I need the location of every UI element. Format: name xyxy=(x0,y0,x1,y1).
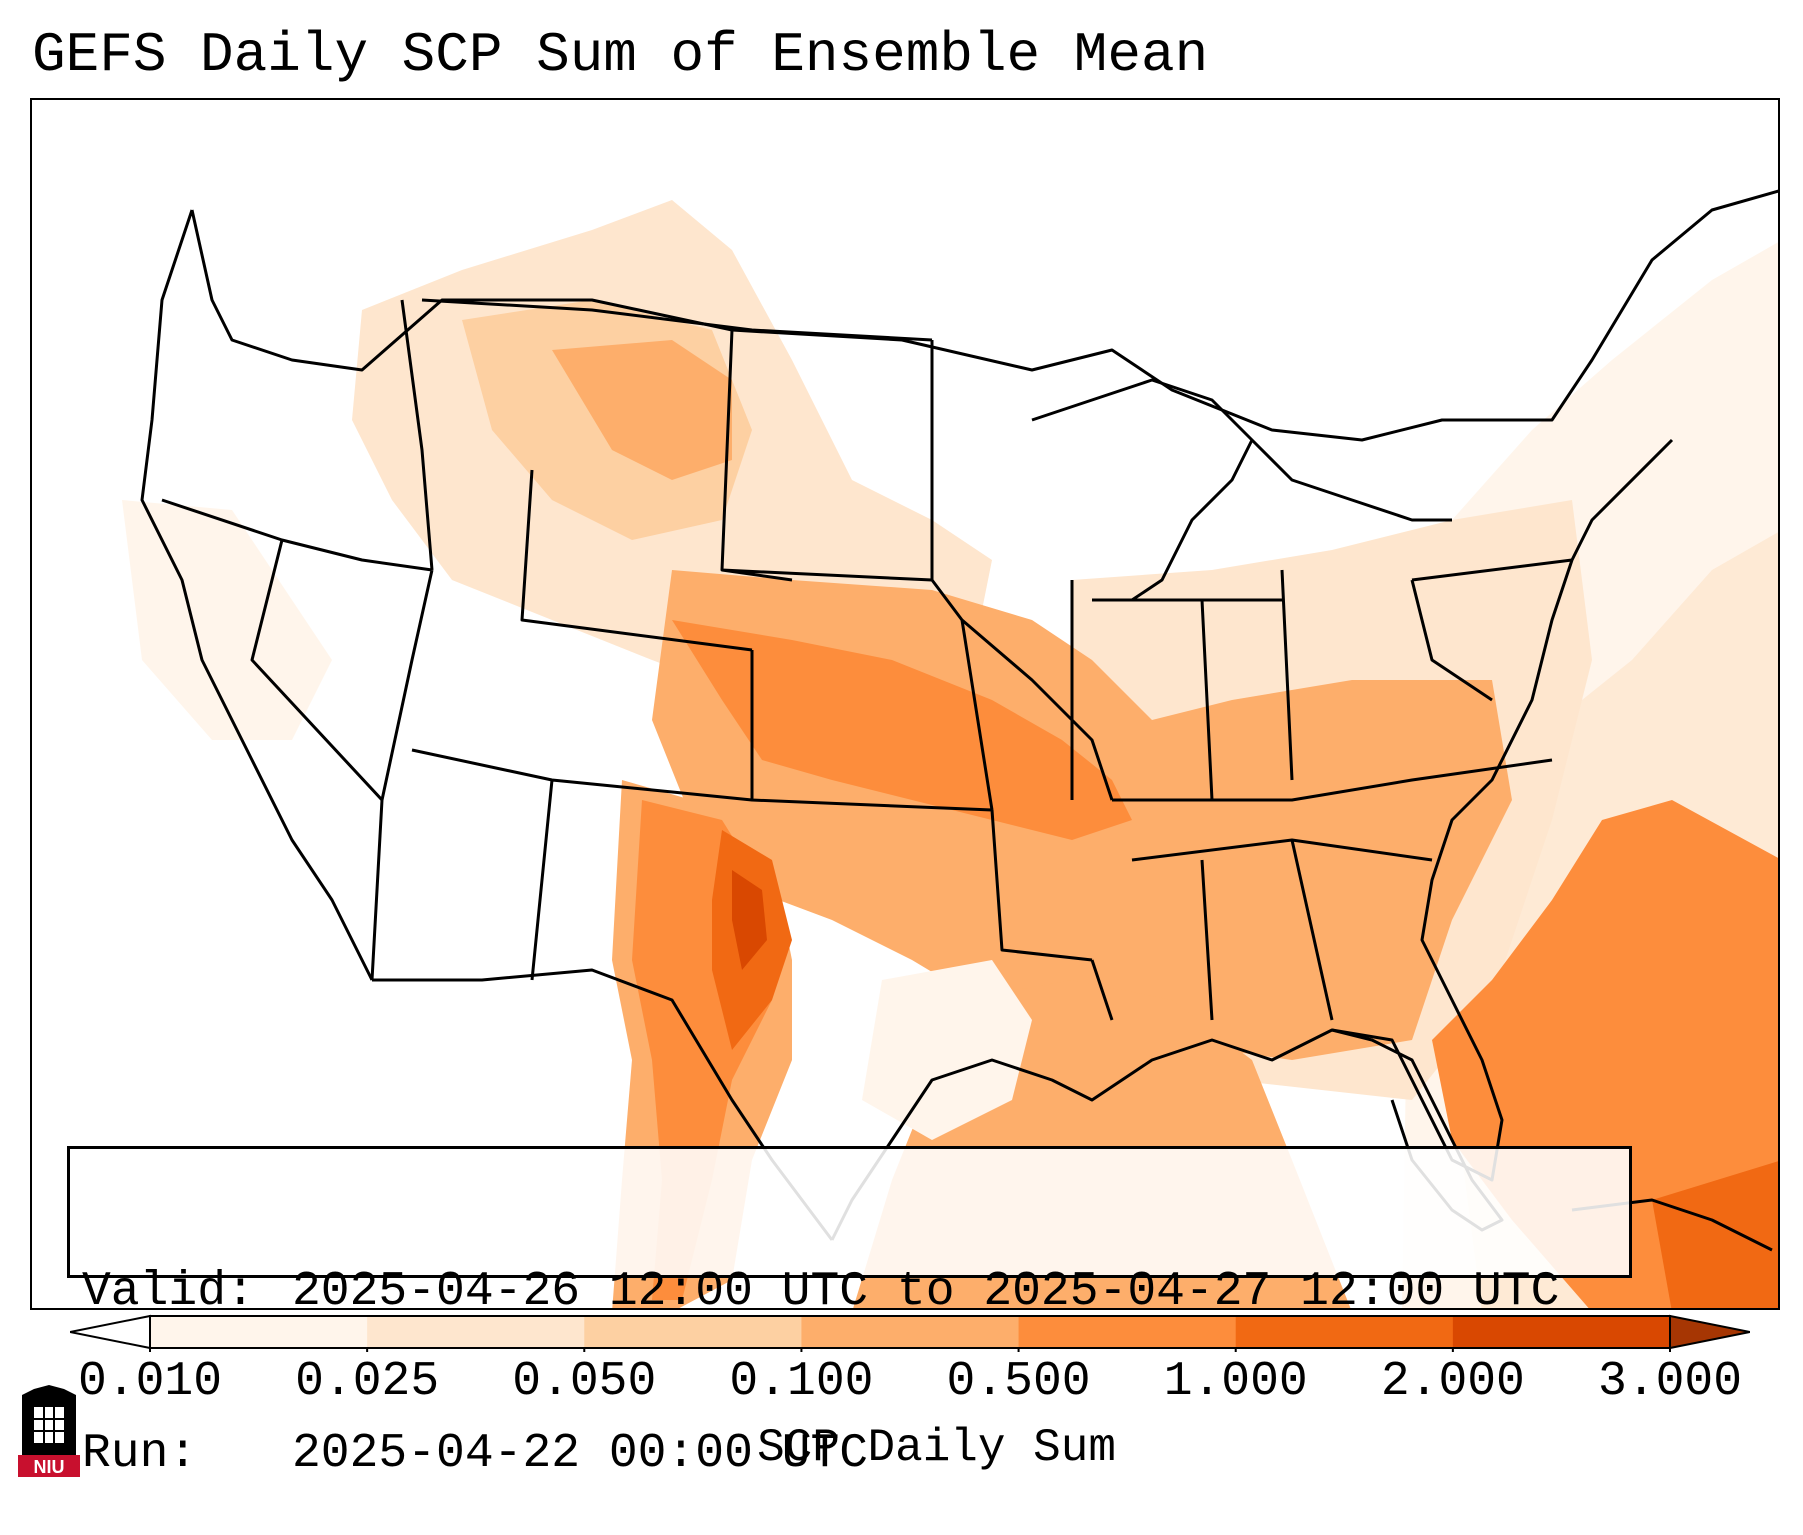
colorbar-bin xyxy=(584,1316,802,1348)
colorbar-bin xyxy=(1018,1316,1237,1348)
shade-core-dark xyxy=(672,620,1132,840)
valid-line: Valid: 2025-04-26 12:00 UTC to 2025-04-27… xyxy=(82,1265,1617,1319)
shade-caribbean-dark xyxy=(1652,1161,1778,1308)
colorbar-bin xyxy=(1452,1316,1671,1348)
shade-texas-darkest xyxy=(732,870,767,970)
colorbar-bin xyxy=(1235,1316,1454,1348)
colorbar-tick-label: 3.000 xyxy=(1597,1355,1743,1409)
logo-window-grid xyxy=(34,1407,64,1443)
colorbar-tick-label: 1.000 xyxy=(1163,1355,1308,1409)
colorbar-outline xyxy=(149,1315,1671,1349)
valid-run-info-box: Valid: 2025-04-26 12:00 UTC to 2025-04-27… xyxy=(67,1146,1632,1481)
map-panel xyxy=(30,98,1780,1310)
colorbar xyxy=(70,1314,1750,1352)
colorbar-bin xyxy=(150,1316,368,1348)
logo-windows xyxy=(34,1407,64,1443)
great-lakes xyxy=(1031,378,1452,602)
scp-map xyxy=(122,189,1778,1308)
border-49th xyxy=(421,298,933,342)
valid-value: 2025-04-26 12:00 UTC to 2025-04-27 12:00… xyxy=(292,1265,1560,1319)
colorbar-bin xyxy=(367,1316,585,1348)
scp-shading xyxy=(122,200,1778,1308)
colorbar-tick-labels: 0.010 0.025 0.050 0.100 0.500 1.000 2.000 3.000 xyxy=(0,1352,1803,1412)
colorbar-tick-label: 0.500 xyxy=(946,1355,1091,1409)
shade-montana-mid xyxy=(552,340,732,480)
state-lines xyxy=(161,299,1573,1021)
colorbar-under-arrow xyxy=(70,1314,151,1350)
colorbar-tick-label: 0.025 xyxy=(295,1355,440,1409)
run-label: Run: xyxy=(82,1427,198,1481)
run-value: 2025-04-22 00:00 UTC xyxy=(292,1427,869,1481)
colorbar-tick-label: 0.100 xyxy=(729,1355,874,1409)
shade-texas-gap xyxy=(862,960,1032,1140)
run-line: Run: 2025-04-22 00:00 UTC xyxy=(82,1427,1617,1481)
map-title: GEFS Daily SCP Sum of Ensemble Mean xyxy=(32,23,1209,87)
valid-label: Valid: xyxy=(82,1265,255,1319)
colorbar-tick-label: 0.010 xyxy=(77,1355,223,1409)
logo-text: NIU xyxy=(34,1457,65,1477)
colorbar-tick-label: 0.050 xyxy=(512,1355,657,1409)
niu-logo: NIU xyxy=(18,1385,80,1477)
logo-banner xyxy=(18,1455,80,1477)
shade-west-light xyxy=(122,500,332,740)
colorbar-label: SCP Daily Sum xyxy=(757,1422,1116,1474)
colorbar-bin xyxy=(801,1316,1020,1348)
colorbar-over-arrow xyxy=(1669,1314,1750,1350)
colorbar-tick-label: 2.000 xyxy=(1380,1355,1525,1409)
